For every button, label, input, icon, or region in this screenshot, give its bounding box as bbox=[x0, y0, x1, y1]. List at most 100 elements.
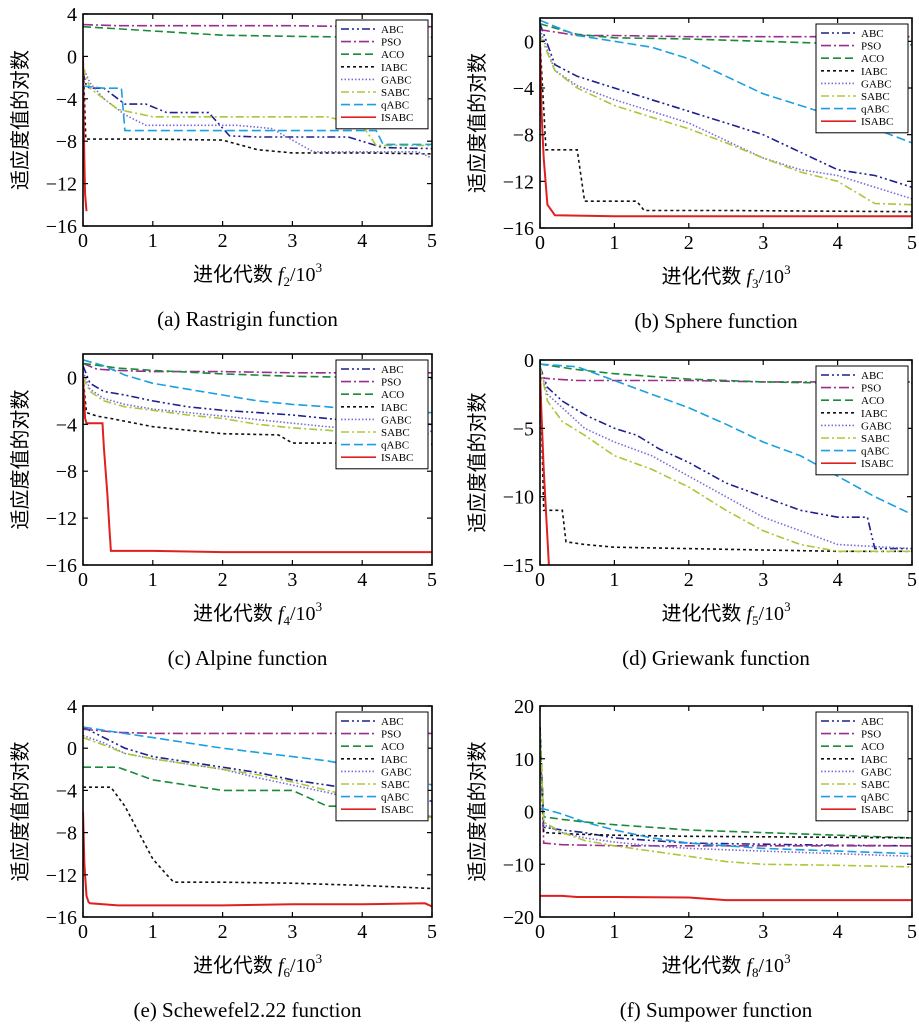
y-axis-label: 适应度值的对数 bbox=[9, 390, 32, 530]
legend-label-qabc: qABC bbox=[381, 100, 409, 112]
legend-label-iabc: IABC bbox=[381, 62, 407, 74]
x-tick-label: 5 bbox=[427, 921, 437, 943]
legend-label-iabc: IABC bbox=[861, 66, 887, 78]
panel-caption: (e) Schewefel2.22 function bbox=[134, 998, 362, 1022]
y-axis-label: 适应度值的对数 bbox=[9, 742, 32, 882]
legend-label-qabc: qABC bbox=[861, 446, 889, 458]
legend-label-pso: PSO bbox=[861, 383, 881, 395]
y-tick-label: −10 bbox=[503, 854, 534, 876]
legend-label-abc: ABC bbox=[381, 716, 404, 728]
x-tick-label: 0 bbox=[78, 921, 88, 943]
legend-label-iabc: IABC bbox=[861, 754, 887, 766]
x-axis-label: 进化代数 f3/103 bbox=[661, 262, 790, 291]
legend-box bbox=[335, 359, 429, 470]
x-tick-label: 2 bbox=[218, 921, 228, 943]
y-tick-label: −4 bbox=[56, 414, 77, 436]
legend-box bbox=[815, 711, 909, 822]
legend-box bbox=[335, 19, 429, 130]
y-axis-label: 适应度值的对数 bbox=[466, 742, 489, 882]
legend-label-pso: PSO bbox=[861, 729, 881, 741]
y-tick-label: −12 bbox=[46, 508, 77, 530]
x-axis-label: 进化代数 f6/103 bbox=[193, 951, 322, 980]
legend-label-aco: ACO bbox=[381, 741, 404, 753]
x-tick-label: 4 bbox=[357, 230, 367, 252]
x-tick-label: 4 bbox=[357, 569, 367, 591]
x-tick-label: 1 bbox=[148, 230, 158, 252]
panel-caption: (f) Sumpower function bbox=[620, 998, 813, 1022]
x-tick-label: 1 bbox=[148, 569, 158, 591]
legend-label-iabc: IABC bbox=[381, 754, 407, 766]
y-tick-label: −12 bbox=[503, 171, 534, 193]
x-tick-label: 3 bbox=[287, 230, 297, 252]
legend-label-iabc: IABC bbox=[861, 408, 887, 420]
x-axis-label: 进化代数 f8/103 bbox=[661, 951, 790, 980]
panel-caption: (b) Sphere function bbox=[634, 309, 798, 333]
legend-label-pso: PSO bbox=[381, 377, 401, 389]
series-line-sabc bbox=[83, 66, 432, 147]
series-line-aco bbox=[540, 363, 912, 385]
legend-label-abc: ABC bbox=[381, 24, 404, 36]
series-line-sabc bbox=[83, 377, 432, 435]
legend-label-iabc: IABC bbox=[381, 402, 407, 414]
y-tick-label: −12 bbox=[46, 174, 77, 196]
x-axis-label: 进化代数 f2/103 bbox=[193, 260, 322, 289]
axes-frame bbox=[82, 705, 433, 918]
legend-label-qabc: qABC bbox=[861, 792, 889, 804]
legend-label-qabc: qABC bbox=[381, 440, 409, 452]
series-line-qabc bbox=[540, 808, 912, 855]
y-tick-label: 0 bbox=[524, 802, 534, 824]
legend-label-isabc: ISABC bbox=[861, 116, 893, 128]
x-axis-label: 进化代数 f4/103 bbox=[193, 599, 322, 628]
legend-label-isabc: ISABC bbox=[381, 804, 413, 816]
series-line-isabc bbox=[540, 373, 550, 565]
y-tick-label: 0 bbox=[67, 367, 77, 389]
x-tick-label: 2 bbox=[684, 232, 694, 254]
series-line-iabc bbox=[83, 377, 432, 446]
x-tick-label: 0 bbox=[535, 232, 545, 254]
y-tick-label: −8 bbox=[513, 125, 534, 147]
y-tick-label: −16 bbox=[46, 555, 77, 577]
x-tick-label: 5 bbox=[907, 569, 917, 591]
series-line-abc bbox=[83, 365, 432, 426]
x-tick-label: 2 bbox=[218, 230, 228, 252]
legend-label-aco: ACO bbox=[861, 741, 884, 753]
series-line-pso bbox=[83, 362, 432, 374]
x-tick-label: 3 bbox=[758, 921, 768, 943]
legend-label-sabc: SABC bbox=[381, 87, 410, 99]
y-tick-label: −20 bbox=[503, 907, 534, 929]
y-tick-label: −10 bbox=[503, 487, 534, 509]
series-line-aco bbox=[540, 727, 912, 839]
y-tick-label: −8 bbox=[56, 461, 77, 483]
legend-label-sabc: SABC bbox=[861, 433, 890, 445]
legend-label-isabc: ISABC bbox=[861, 804, 893, 816]
series-line-abc bbox=[83, 72, 432, 150]
y-tick-label: −16 bbox=[46, 907, 77, 929]
y-tick-label: −4 bbox=[56, 780, 77, 802]
y-axis-label: 适应度值的对数 bbox=[466, 53, 489, 193]
series-group bbox=[540, 727, 912, 902]
y-tick-label: −12 bbox=[46, 865, 77, 887]
series-line-qabc bbox=[540, 363, 912, 516]
series-line-pso bbox=[540, 377, 912, 383]
legend-label-gabc: GABC bbox=[381, 414, 412, 426]
legend-label-sabc: SABC bbox=[381, 427, 410, 439]
panel-caption: (c) Alpine function bbox=[168, 646, 328, 670]
x-tick-label: 5 bbox=[427, 569, 437, 591]
series-line-isabc bbox=[83, 811, 432, 908]
legend-label-gabc: GABC bbox=[861, 420, 892, 432]
y-axis-label: 适应度值的对数 bbox=[9, 50, 32, 190]
x-tick-label: 0 bbox=[78, 230, 88, 252]
legend-label-sabc: SABC bbox=[861, 779, 890, 791]
y-tick-label: 10 bbox=[514, 749, 534, 771]
y-tick-label: 0 bbox=[524, 31, 534, 53]
series-line-qabc bbox=[83, 85, 432, 146]
series-line-isabc bbox=[540, 894, 912, 902]
